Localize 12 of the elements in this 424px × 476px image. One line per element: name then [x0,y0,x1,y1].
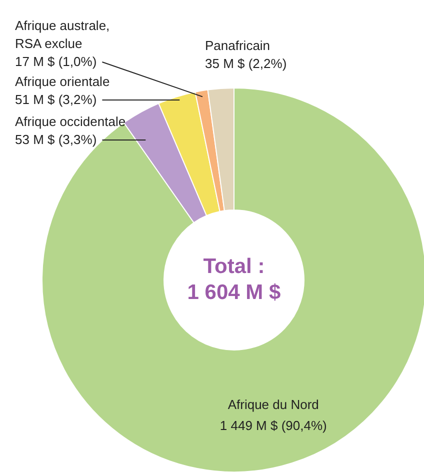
text: 1 604 M $ [187,281,282,304]
data-label: 17 M $ (1,0%) [15,54,97,69]
data-label: 35 M $ (2,2%) [205,56,287,71]
slice-label: Afrique du Nord [228,396,319,412]
slice-label: Panafricain [205,38,270,53]
text: Total : [203,255,265,278]
slice-label: Afrique australe, RSA exclue [15,18,110,51]
slice-label: Afrique occidentale [15,114,126,129]
data-label: 53 M $ (3,3%) [15,132,97,147]
data-label: 51 M $ (3,2%) [15,92,97,107]
data-label: 1 449 M $ (90,4%) [220,418,327,433]
slice-label: Afrique orientale [15,74,110,89]
